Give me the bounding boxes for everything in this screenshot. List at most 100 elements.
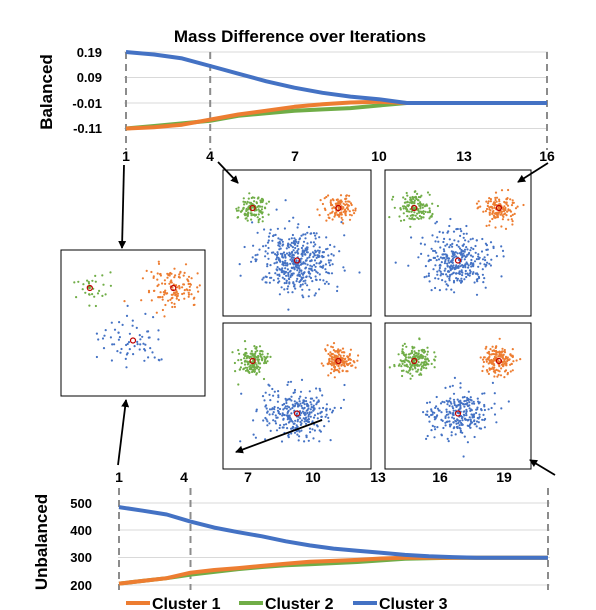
scatter-point	[471, 272, 474, 275]
centroid-marker	[249, 357, 256, 365]
scatter-point	[101, 274, 104, 277]
scatter-point	[327, 374, 330, 377]
scatter-point	[510, 204, 514, 207]
scatter-point	[124, 357, 127, 360]
scatter-point	[331, 352, 334, 356]
scatter-point	[332, 342, 336, 345]
scatter-point	[251, 256, 254, 259]
scatter-point	[161, 282, 164, 285]
scatter-point	[491, 366, 494, 369]
scatter-point	[475, 408, 478, 411]
scatter-point	[500, 245, 503, 248]
scatter-point	[327, 259, 330, 262]
scatter-point	[250, 214, 253, 217]
scatter-point	[306, 284, 309, 287]
scatter-point	[125, 366, 128, 369]
scatter-point	[281, 260, 284, 263]
scatter-point	[187, 275, 191, 278]
scatter-point	[278, 273, 281, 276]
scatter-point	[469, 426, 472, 429]
scatter-point	[256, 216, 259, 219]
scatter-point	[306, 231, 309, 234]
scatter-point	[255, 410, 258, 413]
scatter-point	[267, 246, 270, 250]
scatter-point	[430, 413, 433, 417]
scatter-point	[393, 363, 396, 367]
scatter-point	[239, 274, 242, 277]
scatter-point	[309, 431, 312, 434]
scatter-panel-balanced-iter-16	[384, 169, 532, 317]
scatter-point	[428, 415, 431, 418]
scatter-point	[399, 219, 403, 222]
scatter-point	[325, 248, 328, 251]
scatter-point	[164, 282, 167, 285]
centroid-marker	[335, 204, 342, 212]
scatter-point	[178, 273, 181, 276]
scatter-point	[459, 427, 462, 430]
scatter-point	[409, 367, 412, 370]
scatter-point	[251, 363, 254, 366]
scatter-point	[502, 208, 505, 211]
scatter-point	[292, 285, 296, 288]
scatter-point	[95, 355, 98, 359]
scatter-point	[411, 195, 414, 199]
scatter-point	[311, 428, 314, 431]
top-x-tick-label: 16	[539, 148, 555, 164]
scatter-point	[293, 409, 296, 412]
scatter-point	[452, 230, 456, 233]
scatter-point	[340, 364, 343, 367]
scatter-point	[298, 274, 301, 278]
scatter-point	[297, 264, 301, 267]
scatter-point	[505, 198, 508, 201]
scatter-point	[326, 344, 329, 347]
scatter-point	[286, 268, 289, 271]
scatter-point	[297, 267, 301, 270]
scatter-point	[475, 202, 479, 205]
scatter-point	[290, 244, 293, 247]
scatter-point	[464, 269, 467, 273]
scatter-point	[109, 271, 112, 274]
scatter-point	[291, 258, 294, 261]
scatter-point	[307, 225, 311, 229]
scatter-point	[415, 352, 418, 355]
scatter-point	[494, 198, 497, 202]
scatter-point	[318, 407, 321, 410]
scatter-point	[354, 366, 357, 369]
scatter-point	[270, 408, 273, 411]
scatter-point	[288, 270, 292, 273]
scatter-point	[103, 334, 106, 337]
scatter-point	[451, 257, 455, 260]
scatter-point	[410, 217, 413, 220]
scatter-point	[425, 367, 428, 370]
scatter-point	[304, 282, 307, 285]
scatter-point	[475, 278, 478, 281]
scatter-point	[476, 397, 479, 400]
scatter-point	[452, 272, 455, 275]
scatter-point	[397, 353, 400, 356]
scatter-point	[486, 202, 490, 205]
scatter-point	[331, 207, 334, 210]
scatter-point	[460, 277, 463, 280]
scatter-point	[467, 390, 470, 393]
scatter-point	[127, 341, 131, 344]
scatter-point	[261, 211, 264, 214]
scatter-point	[298, 271, 301, 274]
scatter-point	[406, 215, 409, 218]
scatter-point	[463, 278, 466, 281]
scatter-point	[243, 245, 246, 249]
scatter-point	[469, 422, 472, 425]
scatter-point	[284, 397, 287, 400]
scatter-point	[113, 328, 117, 331]
scatter-point	[324, 268, 327, 271]
scatter-point	[497, 355, 500, 358]
scatter-point	[507, 188, 510, 192]
scatter-point	[481, 273, 484, 276]
scatter-point	[157, 260, 160, 263]
scatter-point	[173, 305, 176, 308]
scatter-point	[499, 213, 502, 216]
scatter-point	[265, 202, 268, 205]
scatter-point	[266, 352, 269, 355]
scatter-point	[285, 423, 288, 426]
scatter-point	[302, 233, 305, 236]
scatter-point	[315, 396, 318, 399]
